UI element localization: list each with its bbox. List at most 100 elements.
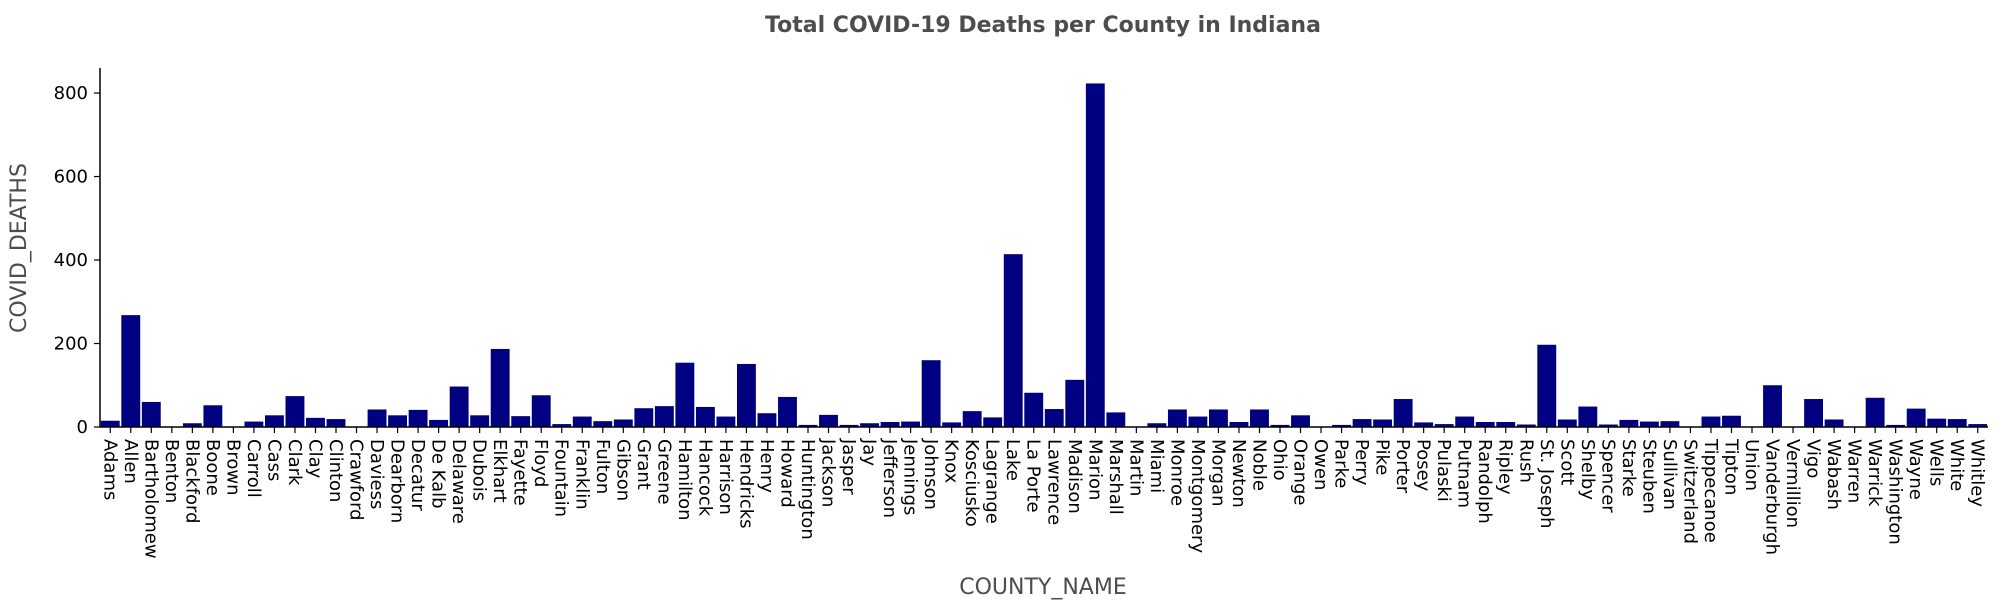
x-tick-label-floyd: Floyd: [530, 439, 551, 487]
x-tick-label-sullivan: Sullivan: [1659, 439, 1680, 510]
bar-whitley: [1968, 424, 1988, 427]
x-tick-label-ohio: Ohio: [1269, 439, 1290, 481]
bar-steuben: [1639, 421, 1659, 427]
x-tick-label-jennings: Jennings: [900, 438, 921, 515]
bar-gibson: [613, 419, 633, 427]
x-tick-label-putnam: Putnam: [1454, 439, 1475, 508]
bar-lake: [1003, 254, 1023, 427]
x-tick-label-decatur: Decatur: [407, 439, 428, 511]
x-tick-label-de-kalb: De Kalb: [428, 439, 449, 509]
chart-title: Total COVID-19 Deaths per County in Indi…: [765, 13, 1321, 38]
x-tick-label-whitley: Whitley: [1967, 439, 1988, 507]
x-tick-label-steuben: Steuben: [1638, 439, 1659, 514]
bar-parke: [1332, 424, 1352, 427]
bar-bartholomew: [141, 401, 161, 427]
bar-marion: [1085, 83, 1105, 427]
x-tick-label-miami: Miami: [1146, 439, 1167, 493]
bar-montgomery: [1188, 416, 1208, 427]
y-axis: 0 200 400 600 800: [54, 83, 100, 438]
bar-vanderburgh: [1763, 385, 1782, 427]
bar-madison: [1065, 379, 1085, 427]
bar-putnam: [1455, 416, 1475, 427]
x-tick-label-lawrence: Lawrence: [1043, 439, 1064, 525]
bar-scott: [1557, 419, 1577, 427]
bar-lagrange: [983, 417, 1003, 427]
bar-kosciusko: [962, 411, 982, 427]
bar-starke: [1619, 419, 1639, 427]
x-tick-label-orange: Orange: [1290, 439, 1311, 506]
x-tick-label-wabash: Wabash: [1823, 439, 1844, 510]
x-tick-label-scott: Scott: [1556, 439, 1577, 485]
x-tick-label-grant: Grant: [633, 439, 654, 490]
bar-jennings: [901, 421, 921, 427]
bar-cass: [264, 415, 284, 427]
x-tick-label-delaware: Delaware: [448, 439, 469, 524]
bar-grant: [634, 408, 654, 427]
x-tick-label-boone: Boone: [202, 439, 223, 496]
x-tick-label-greene: Greene: [653, 439, 674, 505]
x-tick-label-brown: Brown: [222, 439, 243, 496]
x-tick-label-jay: Jay: [859, 438, 880, 466]
x-tick-label-noble: Noble: [1248, 439, 1269, 491]
x-tick-label-morgan: Morgan: [1207, 439, 1228, 507]
bar-ripley: [1496, 421, 1516, 427]
bar-wells: [1927, 418, 1947, 427]
y-tick-label-600: 600: [54, 167, 88, 188]
x-tick-label-randolph: Randolph: [1474, 439, 1495, 524]
bar-hamilton: [675, 362, 695, 427]
x-tick-label-henry: Henry: [756, 439, 777, 493]
x-tick-label-spencer: Spencer: [1597, 439, 1618, 513]
x-tick-label-benton: Benton: [161, 439, 182, 503]
x-tick-label-parke: Parke: [1331, 439, 1352, 488]
bar-hendricks: [736, 363, 756, 427]
bar-knox: [942, 422, 962, 427]
bar-pulaski: [1434, 424, 1454, 427]
x-tick-label-pike: Pike: [1372, 439, 1393, 475]
x-tick-label-posey: Posey: [1413, 439, 1434, 492]
x-tick-label-jackson: Jackson: [818, 438, 839, 507]
x-tick-label-daviess: Daviess: [366, 439, 387, 509]
bar-orange: [1291, 415, 1310, 427]
x-tick-label-monroe: Monroe: [1166, 439, 1187, 506]
x-tick-label-allen: Allen: [120, 439, 141, 484]
x-tick-label-hendricks: Hendricks: [735, 439, 756, 529]
y-tick-label-400: 400: [54, 250, 88, 271]
x-tick-label-perry: Perry: [1351, 439, 1372, 486]
bar-spencer: [1598, 424, 1618, 427]
x-tick-label-owen: Owen: [1310, 439, 1331, 490]
x-tick-label-elkhart: Elkhart: [489, 439, 510, 503]
x-tick-label-dubois: Dubois: [469, 439, 490, 501]
bar-delaware: [449, 386, 469, 427]
x-tick-label-bartholomew: Bartholomew: [140, 439, 161, 559]
x-tick-label-hamilton: Hamilton: [674, 439, 695, 521]
bars-group: [100, 83, 1988, 427]
x-tick-label-jasper: Jasper: [838, 438, 859, 495]
x-axis: Adams Allen Bartholomew Benton Blackford Boon…: [99, 427, 1988, 559]
bar-clinton: [326, 419, 346, 427]
x-tick-label-st-joseph: St. Joseph: [1536, 439, 1557, 529]
x-tick-label-ripley: Ripley: [1495, 439, 1516, 495]
bar-jackson: [819, 414, 838, 427]
bar-morgan: [1208, 409, 1228, 427]
bar-de-kalb: [429, 419, 449, 427]
y-tick-label-800: 800: [54, 83, 88, 104]
x-tick-label-martin: Martin: [1125, 439, 1146, 496]
x-tick-label-johnson: Johnson: [920, 438, 941, 510]
bar-lawrence: [1044, 409, 1064, 427]
bar-warrick: [1865, 397, 1885, 427]
x-tick-label-vanderburgh: Vanderburgh: [1762, 439, 1783, 555]
x-tick-label-lagrange: Lagrange: [982, 439, 1003, 524]
x-tick-label-kosciusko: Kosciusko: [961, 439, 982, 527]
x-tick-label-warrick: Warrick: [1864, 439, 1885, 507]
x-tick-label-dearborn: Dearborn: [387, 439, 408, 523]
bar-jay: [860, 423, 880, 427]
bar-howard: [778, 396, 797, 427]
x-tick-label-white: White: [1946, 439, 1967, 491]
x-tick-label-porter: Porter: [1392, 439, 1413, 494]
x-tick-label-madison: Madison: [1064, 439, 1085, 514]
bar-wabash: [1824, 419, 1844, 427]
bar-ohio: [1270, 424, 1290, 427]
y-tick-label-200: 200: [54, 334, 88, 355]
bar-posey: [1414, 422, 1434, 427]
